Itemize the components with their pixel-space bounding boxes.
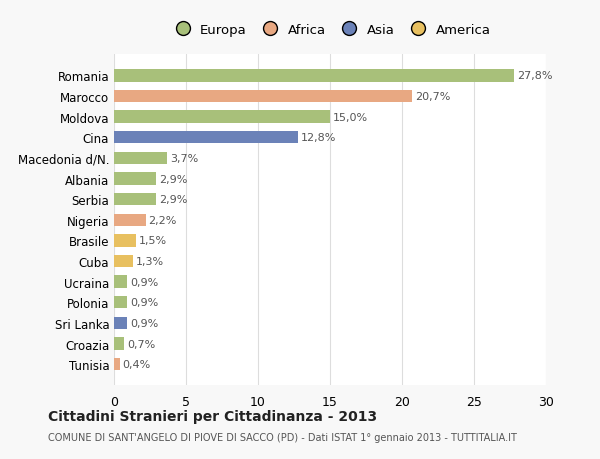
Bar [114,358,120,370]
Text: 0,4%: 0,4% [122,359,151,369]
Text: COMUNE DI SANT'ANGELO DI PIOVE DI SACCO (PD) - Dati ISTAT 1° gennaio 2013 - TUTT: COMUNE DI SANT'ANGELO DI PIOVE DI SACCO … [48,432,517,442]
Legend: Europa, Africa, Asia, America: Europa, Africa, Asia, America [164,19,496,42]
Text: 0,9%: 0,9% [130,277,158,287]
Bar [114,111,330,123]
Bar [114,91,412,103]
Bar [114,297,127,309]
Bar [114,132,298,144]
Text: 3,7%: 3,7% [170,154,199,163]
Bar [114,255,133,268]
Bar [114,152,167,165]
Text: 2,2%: 2,2% [149,215,177,225]
Text: 0,9%: 0,9% [130,318,158,328]
Bar [114,70,514,83]
Text: 1,5%: 1,5% [139,236,167,246]
Text: 15,0%: 15,0% [333,112,368,123]
Bar [114,194,156,206]
Text: 2,9%: 2,9% [158,174,187,184]
Bar [114,173,156,185]
Bar [114,214,146,226]
Bar [114,276,127,288]
Text: 27,8%: 27,8% [517,71,553,81]
Bar [114,235,136,247]
Text: Cittadini Stranieri per Cittadinanza - 2013: Cittadini Stranieri per Cittadinanza - 2… [48,409,377,423]
Text: 2,9%: 2,9% [158,195,187,205]
Text: 1,3%: 1,3% [136,257,164,267]
Text: 0,7%: 0,7% [127,339,155,349]
Bar [114,338,124,350]
Text: 0,9%: 0,9% [130,297,158,308]
Text: 12,8%: 12,8% [301,133,337,143]
Bar [114,317,127,330]
Text: 20,7%: 20,7% [415,92,451,102]
